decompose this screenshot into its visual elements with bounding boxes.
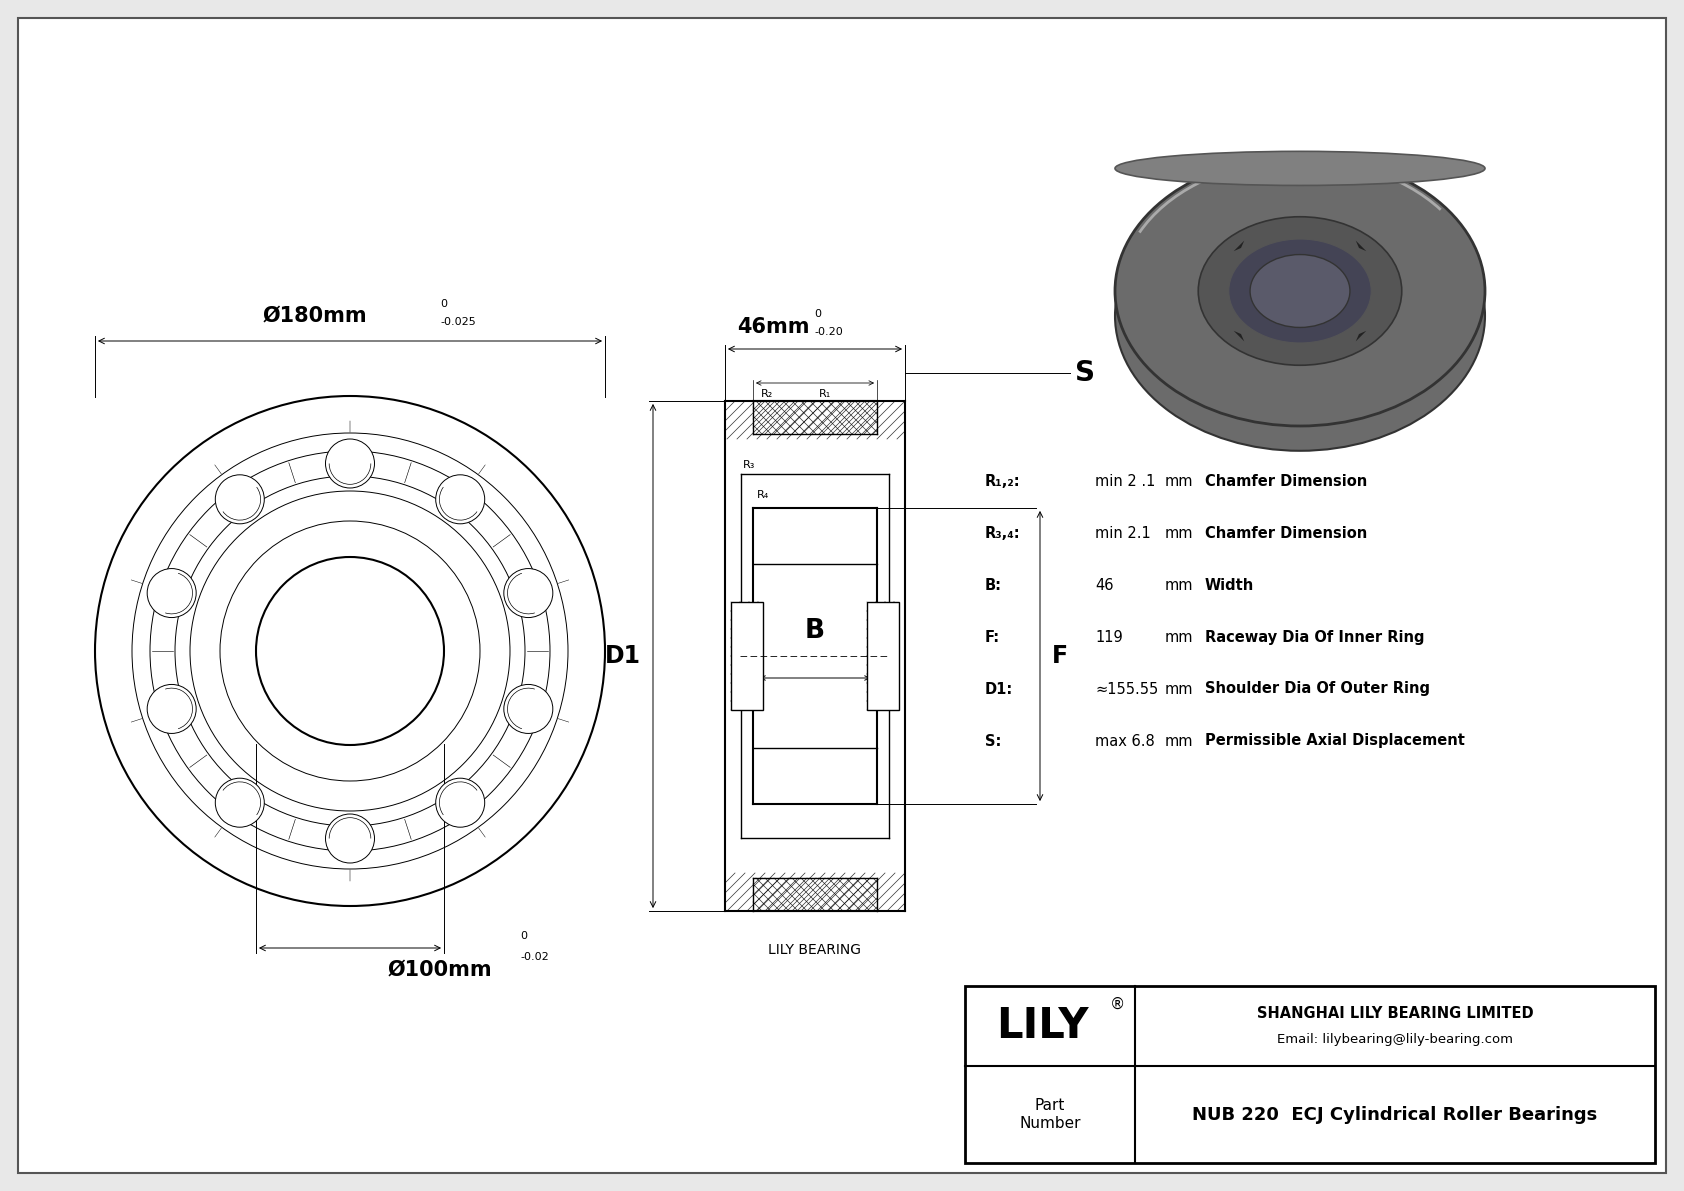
Circle shape	[504, 685, 552, 734]
Text: 0: 0	[440, 299, 446, 308]
Polygon shape	[1234, 331, 1244, 342]
Ellipse shape	[1199, 217, 1401, 366]
Text: mm: mm	[1165, 578, 1194, 592]
Circle shape	[504, 568, 552, 618]
Text: Chamfer Dimension: Chamfer Dimension	[1206, 474, 1367, 488]
Circle shape	[216, 475, 264, 524]
Circle shape	[216, 778, 264, 828]
Text: Raceway Dia Of Inner Ring: Raceway Dia Of Inner Ring	[1206, 630, 1425, 644]
Text: 0: 0	[813, 308, 822, 319]
Text: Chamfer Dimension: Chamfer Dimension	[1206, 525, 1367, 541]
Text: R₃,₄:: R₃,₄:	[985, 525, 1021, 541]
Ellipse shape	[1229, 239, 1371, 343]
Circle shape	[436, 778, 485, 828]
Text: mm: mm	[1165, 681, 1194, 697]
Ellipse shape	[1115, 151, 1485, 186]
Text: D1: D1	[605, 644, 642, 668]
Text: 46mm: 46mm	[738, 317, 810, 337]
Text: mm: mm	[1165, 525, 1194, 541]
Text: min 2 .1: min 2 .1	[1095, 474, 1155, 488]
Text: R₂: R₂	[761, 389, 773, 399]
Text: R₄: R₄	[758, 490, 770, 500]
Bar	[867, 601, 899, 710]
Text: Email: lilybearing@lily-bearing.com: Email: lilybearing@lily-bearing.com	[1276, 1034, 1512, 1047]
Text: R₁: R₁	[818, 389, 832, 399]
Text: -0.02: -0.02	[520, 952, 549, 962]
Text: max 6.8: max 6.8	[1095, 734, 1155, 748]
Text: Permissible Axial Displacement: Permissible Axial Displacement	[1206, 734, 1465, 748]
Text: R₃: R₃	[743, 460, 756, 470]
Polygon shape	[1234, 241, 1244, 251]
Ellipse shape	[1250, 255, 1351, 328]
Circle shape	[436, 475, 485, 524]
Text: Part
Number: Part Number	[1019, 1098, 1081, 1130]
Text: ≈155.55: ≈155.55	[1095, 681, 1159, 697]
Text: S: S	[1074, 358, 1095, 387]
Text: LILY: LILY	[995, 1005, 1088, 1047]
Text: Shoulder Dia Of Outer Ring: Shoulder Dia Of Outer Ring	[1206, 681, 1430, 697]
Polygon shape	[1356, 241, 1366, 251]
Text: 0: 0	[520, 931, 527, 941]
Text: LILY BEARING: LILY BEARING	[768, 943, 862, 958]
Circle shape	[325, 439, 374, 488]
Text: B:: B:	[985, 578, 1002, 592]
Text: D1:: D1:	[985, 681, 1014, 697]
Text: 46: 46	[1095, 578, 1113, 592]
Text: F: F	[1052, 644, 1068, 668]
Text: 119: 119	[1095, 630, 1123, 644]
Circle shape	[147, 568, 195, 618]
Text: R₁,₂:: R₁,₂:	[985, 474, 1021, 488]
Bar	[965, 986, 1655, 1162]
Text: mm: mm	[1165, 630, 1194, 644]
Text: -0.20: -0.20	[813, 328, 842, 337]
Text: S:: S:	[985, 734, 1002, 748]
Circle shape	[325, 813, 374, 863]
Text: B: B	[805, 618, 825, 644]
Bar	[731, 601, 763, 710]
Ellipse shape	[1115, 181, 1485, 451]
Ellipse shape	[1115, 156, 1485, 426]
Polygon shape	[1356, 331, 1366, 342]
Text: Ø100mm: Ø100mm	[387, 960, 493, 980]
Text: F:: F:	[985, 630, 1000, 644]
Text: Ø180mm: Ø180mm	[263, 306, 367, 326]
Text: NUB 220  ECJ Cylindrical Roller Bearings: NUB 220 ECJ Cylindrical Roller Bearings	[1192, 1105, 1598, 1123]
Text: ®: ®	[1110, 997, 1125, 1011]
Text: mm: mm	[1165, 474, 1194, 488]
Text: min 2.1: min 2.1	[1095, 525, 1150, 541]
Text: SHANGHAI LILY BEARING LIMITED: SHANGHAI LILY BEARING LIMITED	[1256, 1006, 1534, 1022]
Text: Width: Width	[1206, 578, 1255, 592]
Text: -0.025: -0.025	[440, 317, 477, 328]
Circle shape	[147, 685, 195, 734]
Text: mm: mm	[1165, 734, 1194, 748]
